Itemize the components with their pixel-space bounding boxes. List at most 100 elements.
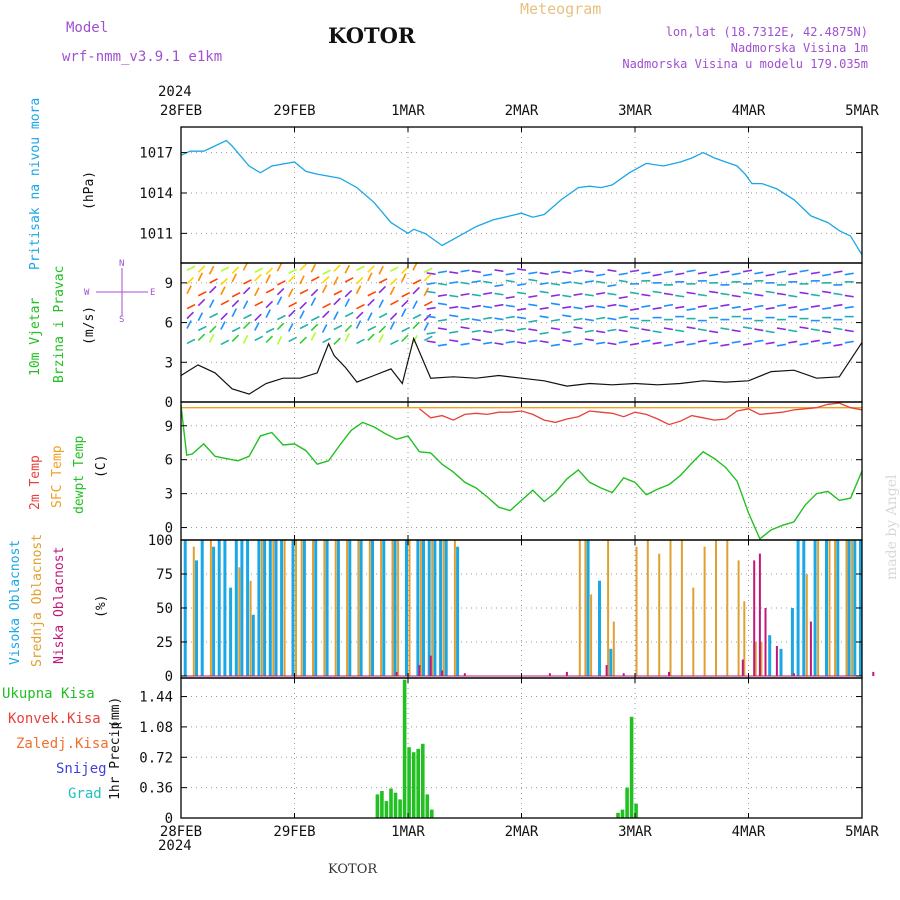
x-tick-label-bottom: 4MAR xyxy=(732,824,766,840)
wind-arrow xyxy=(287,288,294,298)
wind-arrow xyxy=(573,342,583,346)
wind-arrow xyxy=(720,292,730,296)
wind-arrow xyxy=(254,335,264,342)
wind-arrow xyxy=(822,290,832,294)
wind-arrow xyxy=(833,270,843,274)
wind-arrow xyxy=(389,312,398,321)
wind-arrow xyxy=(573,269,583,273)
wind-arrow xyxy=(697,293,707,297)
precip-y-tick-label: 0 xyxy=(165,811,173,827)
wind-arrow xyxy=(423,267,433,273)
wind-arrow xyxy=(254,313,262,322)
wind-arrow xyxy=(697,271,707,275)
wind-arrow xyxy=(186,303,196,310)
wind-arrow xyxy=(822,273,832,277)
x-tick-label-top: 5MAR xyxy=(845,103,879,119)
wind-arrow xyxy=(494,292,504,296)
wind-arrow xyxy=(675,294,685,298)
wind-arrow xyxy=(528,294,538,298)
x-tick-label-top: 28FEB xyxy=(160,103,202,119)
wind-arrow xyxy=(209,278,218,284)
wind-arrow xyxy=(483,316,493,320)
wind-arrow xyxy=(242,321,251,330)
wind-arrow xyxy=(460,317,470,321)
wind-arrow xyxy=(356,265,365,271)
wind-arrow xyxy=(528,328,538,332)
wind-arrow xyxy=(550,327,561,331)
wind-arrow xyxy=(709,341,719,345)
wind-arrow xyxy=(423,322,430,331)
cloud-y-tick-label: 25 xyxy=(156,635,173,651)
wind-arrow xyxy=(494,303,504,307)
temperature-y-tick-label: 9 xyxy=(165,419,173,435)
wind-arrow xyxy=(265,287,275,294)
wind-arrow xyxy=(596,330,606,334)
wind-arrow xyxy=(197,298,206,307)
wind-arrow xyxy=(607,317,617,321)
wind-arrow xyxy=(471,270,481,274)
wind-arrow xyxy=(426,306,436,310)
wind-arrow xyxy=(596,341,606,345)
wind-arrow xyxy=(607,328,617,332)
wind-arrow xyxy=(731,305,741,309)
wind-arrow xyxy=(310,332,317,341)
x-tick-label-bottom: 5MAR xyxy=(845,824,879,840)
x-tick-label-top: 2MAR xyxy=(505,103,539,119)
wind-arrow xyxy=(356,303,365,310)
wind-arrow xyxy=(641,293,651,297)
wind-arrow xyxy=(242,286,251,295)
pressure-unit: (hPa) xyxy=(82,170,97,210)
wind-arrow xyxy=(742,326,753,330)
wind-arrow xyxy=(776,292,787,296)
wind-arrow xyxy=(276,296,283,306)
precip-y-tick-label: 0.36 xyxy=(139,781,173,797)
wind-arrow xyxy=(426,290,436,294)
wind-arrow xyxy=(516,268,527,272)
wind-arrow xyxy=(550,318,561,322)
wind-arrow xyxy=(220,277,228,286)
wind-arrow xyxy=(299,263,307,271)
wind-arrow xyxy=(844,272,854,276)
precip-bar xyxy=(407,747,411,818)
lonlat-text: lon,lat (18.7312E, 42.4875N) xyxy=(665,25,868,39)
precip-bar xyxy=(389,788,393,818)
wind-arrow xyxy=(197,325,207,332)
wind-arrow xyxy=(344,311,354,318)
wind-arrow xyxy=(378,299,384,309)
wind-arrow xyxy=(254,300,264,307)
wind-arrow xyxy=(720,327,730,331)
wind-arrow xyxy=(765,290,775,294)
compass-w-label: W xyxy=(84,288,90,298)
wind-arrow xyxy=(426,331,436,335)
wind-arrow xyxy=(844,340,854,344)
wind-arrow xyxy=(333,276,339,286)
wind-arrow xyxy=(208,299,215,309)
wind-arrow xyxy=(389,321,396,330)
wind-arrow xyxy=(378,285,387,294)
wind-arrow xyxy=(675,272,685,276)
wind-arrow xyxy=(562,271,572,275)
precip-y-tick-label: 0.72 xyxy=(139,750,173,766)
wind-arrow xyxy=(516,291,527,295)
wind-arrow xyxy=(652,341,662,345)
station-title: KOTOR xyxy=(328,23,416,48)
wind-arrow xyxy=(505,295,515,299)
wind-arrow xyxy=(505,315,515,319)
wind-arrow xyxy=(607,269,617,273)
compass-e-label: E xyxy=(150,288,156,298)
wind-arrow xyxy=(629,269,640,273)
wind-arrow xyxy=(483,291,493,295)
precip-bar xyxy=(629,716,634,818)
precip-bar xyxy=(411,752,416,818)
x-tick-label-top: 3MAR xyxy=(618,103,652,119)
wind-arrow xyxy=(288,301,298,308)
model-elevation-text: Nadmorska Visina u modelu 179.035m xyxy=(622,57,868,71)
precip-y-tick-label: 1.44 xyxy=(139,690,173,706)
wind-arrow xyxy=(550,302,561,306)
wind-arrow xyxy=(333,337,341,345)
wind-arrow xyxy=(483,280,493,284)
wind-arrow xyxy=(471,338,481,342)
wind-arrow xyxy=(426,315,436,319)
wind-arrow xyxy=(378,325,387,334)
legend-snow: Snijeg xyxy=(56,761,107,777)
